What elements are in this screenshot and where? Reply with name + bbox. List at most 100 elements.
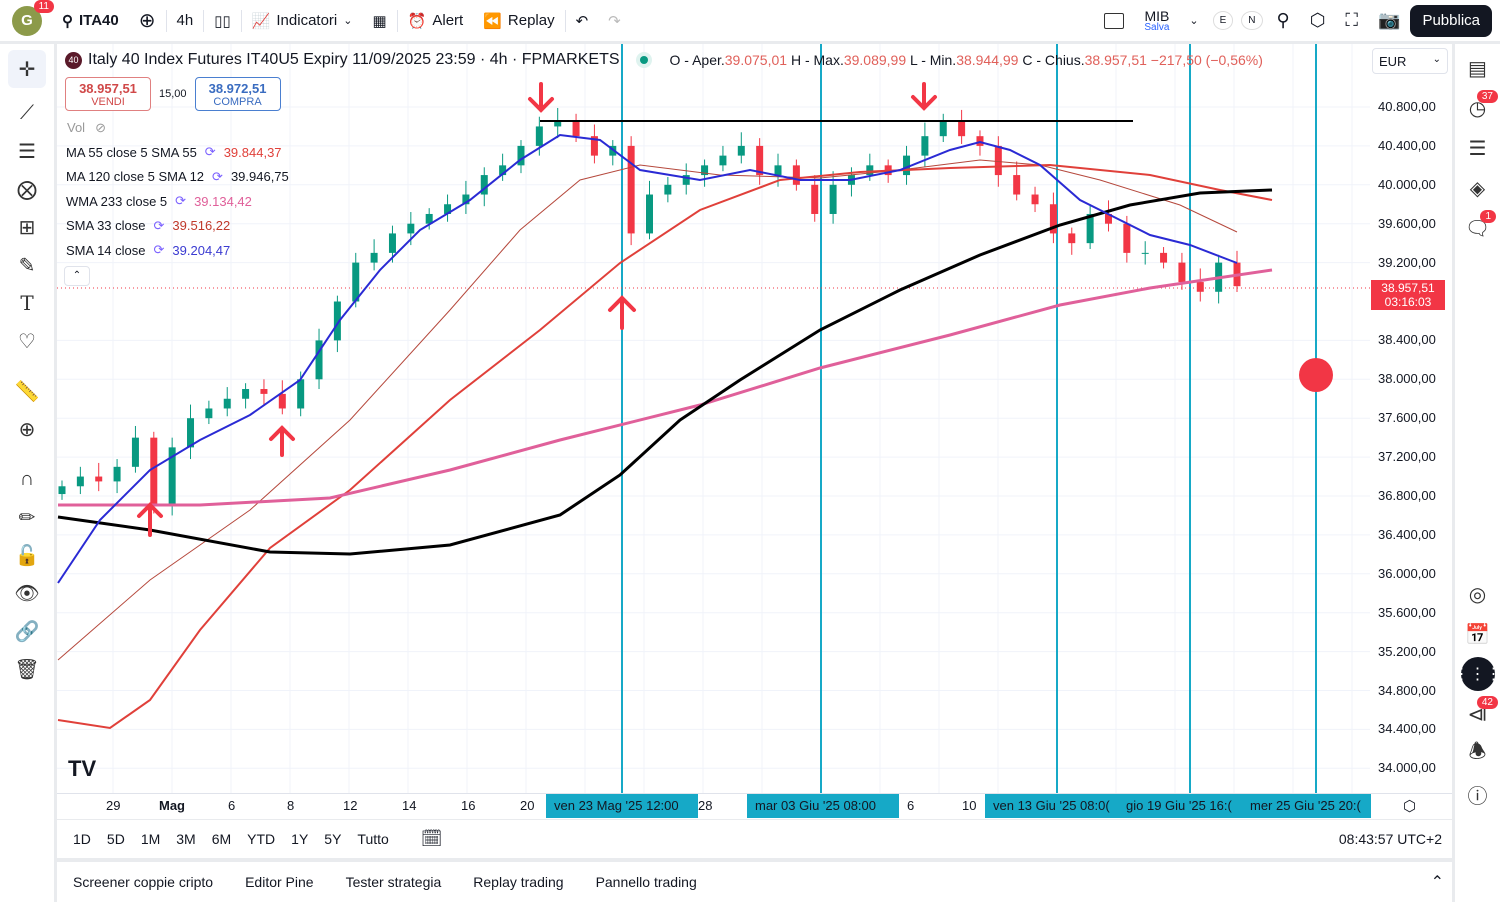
crosshair-tool[interactable]: ✛ <box>8 50 46 88</box>
notifications-button[interactable]: 🕭 <box>1455 734 1500 774</box>
layers-button[interactable]: ◈ <box>1455 168 1500 208</box>
projection-tool[interactable]: ⊞ <box>0 208 54 246</box>
alert-button[interactable]: ⏰ Alert <box>398 0 474 41</box>
candle-body <box>58 486 66 495</box>
collapse-legend-button[interactable]: ⌃ <box>64 266 90 286</box>
bottom-tab[interactable]: Replay trading <box>473 874 564 890</box>
replay-button[interactable]: ⏪ Replay <box>473 0 564 41</box>
text-tool[interactable]: T <box>0 284 54 322</box>
hide-tool[interactable]: 👁 <box>0 574 54 612</box>
chat-button[interactable]: 🗨 1 <box>1455 208 1500 248</box>
range-1m[interactable]: 1M <box>140 831 161 847</box>
snapshot-button[interactable]: 📷 <box>1368 0 1410 41</box>
fib-tool[interactable]: ☰ <box>0 132 54 170</box>
measure-tool[interactable]: 📏 <box>0 372 54 410</box>
sell-button[interactable]: 38.957,51 VENDI <box>65 77 151 111</box>
indicator-legend-row[interactable]: MA 55 close 5 SMA 55 ⟳ 39.844,37 <box>66 140 289 165</box>
range-1y[interactable]: 1Y <box>291 831 309 847</box>
layout-menu-button[interactable]: ⌄ <box>1179 0 1208 41</box>
stay-drawing-tool[interactable]: ✏ <box>0 498 54 536</box>
indicator-legend-row[interactable]: MA 120 close 5 SMA 12 ⟳ 39.946,75 <box>66 165 289 190</box>
watchlist-button[interactable]: ▤ <box>1455 48 1500 88</box>
ideas-button[interactable]: ◎ <box>1455 574 1500 614</box>
alerts-button[interactable]: ◷ 37 <box>1455 88 1500 128</box>
wma-233-line <box>58 268 1273 507</box>
indicators-button[interactable]: 📈 Indicatori ⌄ <box>242 0 363 41</box>
n-button[interactable]: N <box>1237 0 1266 41</box>
lock-tool[interactable]: 🔓 <box>0 536 54 574</box>
calendar-button[interactable]: 📅 <box>1455 614 1500 654</box>
help-icon: ⓘ <box>1467 785 1488 808</box>
trendline-tool[interactable]: ⟋ <box>0 94 54 132</box>
avatar-letter: G <box>21 12 33 29</box>
link-tool[interactable]: 🔗 <box>0 612 54 650</box>
magnet-tool[interactable]: ∩ <box>0 460 54 498</box>
symbol-legend: 40 Italy 40 Index Futures IT40U5 Expiry … <box>65 51 1263 69</box>
bottom-tab[interactable]: Screener coppie cripto <box>73 874 214 890</box>
symbol-search[interactable]: ⚲ ITA40 <box>52 0 129 41</box>
candle-body <box>664 184 672 195</box>
compare-button[interactable]: ⊕ <box>129 0 166 41</box>
redo-button[interactable]: ↷ <box>598 0 631 41</box>
fullscreen-button[interactable]: ⛶ <box>1335 0 1368 41</box>
price-scale[interactable]: EUR ⌄ 40.800,00 40.400,00 40.000,00 39.600,0… <box>1370 44 1452 793</box>
user-avatar[interactable]: G 11 <box>12 0 54 36</box>
clock[interactable]: 08:43:57 UTC+2 <box>1338 831 1442 847</box>
icon-tool[interactable]: ♡ <box>0 322 54 360</box>
chart-pane[interactable]: TV 40 Italy 40 Index Futures IT40U5 Expi… <box>57 44 1370 793</box>
range-3m[interactable]: 3M <box>176 831 196 847</box>
bottom-tab[interactable]: Tester strategia <box>345 874 442 890</box>
selected-time-label: ven 23 Mag '25 12:00 <box>546 794 698 818</box>
zoom-tool[interactable]: ⊕ <box>0 410 54 448</box>
list-icon: ▤ <box>1468 57 1487 80</box>
delete-tool[interactable]: 🗑 <box>0 650 54 688</box>
undo-button[interactable]: ↶ <box>566 0 599 41</box>
quick-search-button[interactable]: ⚲ <box>1267 0 1300 41</box>
range-tutto[interactable]: Tutto <box>357 831 389 847</box>
range-5y[interactable]: 5Y <box>324 831 342 847</box>
apps-button[interactable]: ⋮⋮⋮ <box>1454 654 1500 694</box>
symbol-title[interactable]: Italy 40 Index Futures IT40U5 Expiry 11/… <box>88 51 620 68</box>
axis-settings-icon[interactable]: ⬡ <box>1403 798 1417 815</box>
range-1d[interactable]: 1D <box>73 831 91 847</box>
pattern-tool[interactable]: ⨂ <box>0 170 54 208</box>
chevron-up-icon[interactable]: ⌃ <box>1430 874 1444 891</box>
pencil-lock-icon: ✏ <box>18 506 36 529</box>
price-chart[interactable]: TV <box>57 44 1370 793</box>
indicator-legend-row[interactable]: SMA 33 close ⟳ 39.516,22 <box>66 214 289 239</box>
time-tick: 14 <box>402 798 417 813</box>
ma-120-line <box>57 188 1273 556</box>
object-tree-button[interactable]: ☰ <box>1455 128 1500 168</box>
range-ytd[interactable]: YTD <box>247 831 276 847</box>
publish-button[interactable]: Pubblica <box>1410 4 1492 37</box>
arrow-down-icon <box>528 82 554 113</box>
refresh-icon: ⟳ <box>212 168 223 184</box>
change-value: −217,50 (−0,56%) <box>1150 52 1263 68</box>
indicator-legend-row[interactable]: SMA 14 close ⟳ 39.204,47 <box>66 238 289 263</box>
indicator-legend-row[interactable]: WMA 233 close 5 ⟳ 39.134,42 <box>66 189 289 214</box>
goto-date-icon[interactable]: 🗓 <box>420 829 443 848</box>
indicator-value: 39.946,75 <box>230 169 289 185</box>
help-button[interactable]: ⓘ <box>1455 774 1500 814</box>
chart-type-button[interactable]: ▯▯ <box>204 0 241 41</box>
interval-button[interactable]: 4h <box>176 12 194 29</box>
fullscreen-layout-button[interactable] <box>1094 0 1134 41</box>
bottom-tab[interactable]: Editor Pine <box>245 874 314 890</box>
currency-select[interactable]: EUR ⌄ <box>1372 48 1448 74</box>
buy-button[interactable]: 38.972,51 COMPRA <box>194 77 281 111</box>
range-6m[interactable]: 6M <box>211 831 232 847</box>
layout-save-button[interactable]: MIB Salva <box>1134 0 1179 41</box>
time-tick: 6 <box>228 798 236 813</box>
right-sidebar: ▤ ◷ 37 ☰ ◈ 🗨 1 ◎ 📅 ⋮⋮⋮ ⧏ 42 🕭 ⓘ <box>1454 44 1500 902</box>
layouts-button[interactable]: ▦ <box>362 0 396 41</box>
eye-off-icon[interactable]: ⊘ <box>95 120 106 135</box>
stream-button[interactable]: ⧏ 42 <box>1455 694 1500 734</box>
e-button[interactable]: E <box>1209 0 1238 41</box>
range-5d[interactable]: 5D <box>106 831 125 847</box>
brush-tool[interactable]: ✎ <box>0 246 54 284</box>
replay-label: Replay <box>507 12 555 29</box>
settings-button[interactable]: ⬡ <box>1300 0 1336 41</box>
bottom-tab[interactable]: Pannello trading <box>595 874 697 890</box>
time-axis[interactable]: 29 Mag 6 8 12 14 16 20 28 6 10 ven 23 Ma… <box>57 793 1452 819</box>
candle-body <box>866 165 874 176</box>
